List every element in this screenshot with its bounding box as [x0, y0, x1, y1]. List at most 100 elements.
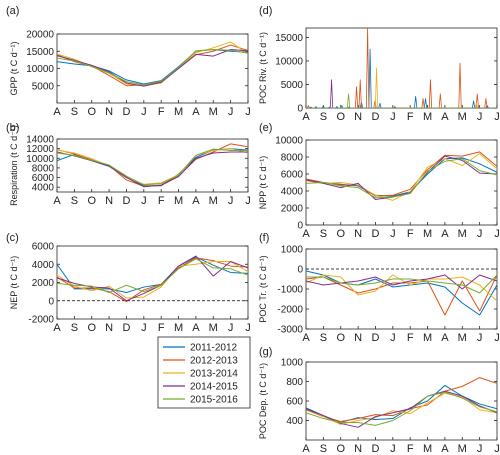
x-tick-label: A — [441, 443, 449, 455]
x-tick-label: F — [158, 322, 165, 334]
series-line-2012-2013 — [57, 257, 248, 303]
x-tick-label: J — [245, 322, 251, 334]
x-tick-label: O — [87, 322, 96, 334]
x-tick-label: M — [458, 111, 467, 123]
y-tick-label: 800 — [286, 377, 303, 388]
x-tick-label: O — [87, 106, 96, 118]
x-tick-label: A — [302, 228, 310, 240]
axes-frame — [305, 248, 498, 330]
x-tick-label: J — [245, 195, 251, 207]
series-line-2013-2014 — [306, 274, 497, 302]
x-tick-label: J — [494, 111, 500, 123]
x-tick-label: O — [336, 228, 345, 240]
series-line-2011-2012 — [306, 157, 497, 197]
y-tick-label: 10000 — [275, 136, 303, 147]
x-tick-label: S — [320, 332, 327, 344]
x-tick-label: A — [441, 228, 449, 240]
y-tick-label: -2000 — [28, 315, 54, 326]
panel-label: (b) — [6, 122, 19, 134]
y-tick-label: 1000 — [281, 358, 304, 369]
x-tick-label: N — [354, 228, 362, 240]
y-tick-label: -1000 — [277, 285, 303, 296]
series-line-2012-2013 — [306, 151, 497, 197]
y-tick-label: 0 — [297, 265, 303, 276]
series-line-2015-2016 — [57, 49, 248, 86]
x-tick-label: M — [423, 228, 432, 240]
x-tick-label: A — [302, 443, 310, 455]
panel-label: (a) — [6, 5, 19, 17]
x-tick-label: D — [371, 228, 379, 240]
y-tick-label: 4000 — [32, 183, 55, 194]
x-tick-label: J — [228, 195, 234, 207]
x-tick-label: O — [336, 111, 345, 123]
y-axis-label: POC Dep. (t C d⁻¹) — [258, 363, 268, 439]
y-tick-label: 10000 — [275, 56, 303, 67]
x-tick-label: O — [87, 195, 96, 207]
x-tick-label: N — [105, 322, 113, 334]
series-line-2015-2016 — [306, 93, 497, 108]
series-line-2011-2012 — [306, 270, 497, 316]
panel-label: (e) — [259, 122, 272, 134]
y-tick-label: 600 — [286, 397, 303, 408]
y-tick-label: 6000 — [32, 173, 55, 184]
y-tick-label: 15000 — [275, 33, 303, 44]
y-tick-label: 10000 — [26, 154, 54, 165]
x-tick-label: M — [174, 195, 183, 207]
series-line-2014-2015 — [57, 49, 248, 87]
x-tick-label: J — [390, 111, 396, 123]
y-tick-label: 8000 — [32, 163, 55, 174]
x-tick-label: M — [174, 322, 183, 334]
y-tick-label: 14000 — [26, 135, 54, 146]
x-tick-label: F — [407, 111, 414, 123]
series-line-2013-2014 — [306, 67, 497, 108]
y-axis-label: Respiration (t C d⁻¹) — [9, 125, 19, 206]
y-tick-label: 12000 — [26, 144, 54, 155]
x-tick-label: M — [209, 195, 218, 207]
x-tick-label: M — [209, 106, 218, 118]
series-line-2012-2013 — [306, 28, 497, 108]
y-tick-label: -2000 — [277, 305, 303, 316]
x-tick-label: A — [53, 322, 61, 334]
legend-entry: 2012-2013 — [190, 356, 238, 367]
axes-frame — [305, 139, 498, 226]
x-tick-label: F — [407, 228, 414, 240]
x-tick-label: S — [71, 195, 78, 207]
legend-entry: 2011-2012 — [190, 343, 238, 354]
series-line-2014-2015 — [306, 79, 497, 108]
x-tick-label: J — [477, 443, 483, 455]
y-tick-label: 5000 — [281, 80, 304, 91]
y-tick-label: 5000 — [32, 81, 55, 92]
panel-label: (f) — [259, 232, 269, 244]
y-tick-label: 4000 — [32, 260, 55, 271]
y-tick-label: 8000 — [281, 153, 304, 164]
x-tick-label: M — [174, 106, 183, 118]
series-line-2013-2014 — [57, 261, 248, 299]
axes-frame — [56, 138, 249, 193]
y-tick-label: 2000 — [281, 204, 304, 215]
x-tick-label: N — [105, 106, 113, 118]
x-tick-label: A — [441, 111, 449, 123]
y-tick-label: 20000 — [26, 30, 54, 41]
x-tick-label: J — [141, 322, 147, 334]
y-tick-label: 0 — [48, 296, 54, 307]
x-tick-label: F — [158, 195, 165, 207]
x-tick-label: M — [458, 228, 467, 240]
series-line-2015-2016 — [57, 148, 248, 186]
x-tick-label: A — [53, 195, 61, 207]
x-tick-label: N — [105, 195, 113, 207]
y-tick-label: 6000 — [32, 242, 55, 253]
series-line-2011-2012 — [306, 48, 497, 108]
x-tick-label: A — [192, 322, 200, 334]
series-line-2015-2016 — [306, 274, 497, 294]
series-line-2011-2012 — [57, 49, 248, 85]
x-tick-label: A — [302, 332, 310, 344]
x-tick-label: J — [228, 322, 234, 334]
x-tick-label: J — [494, 332, 500, 344]
series-line-2015-2016 — [57, 258, 248, 294]
x-tick-label: A — [441, 332, 449, 344]
